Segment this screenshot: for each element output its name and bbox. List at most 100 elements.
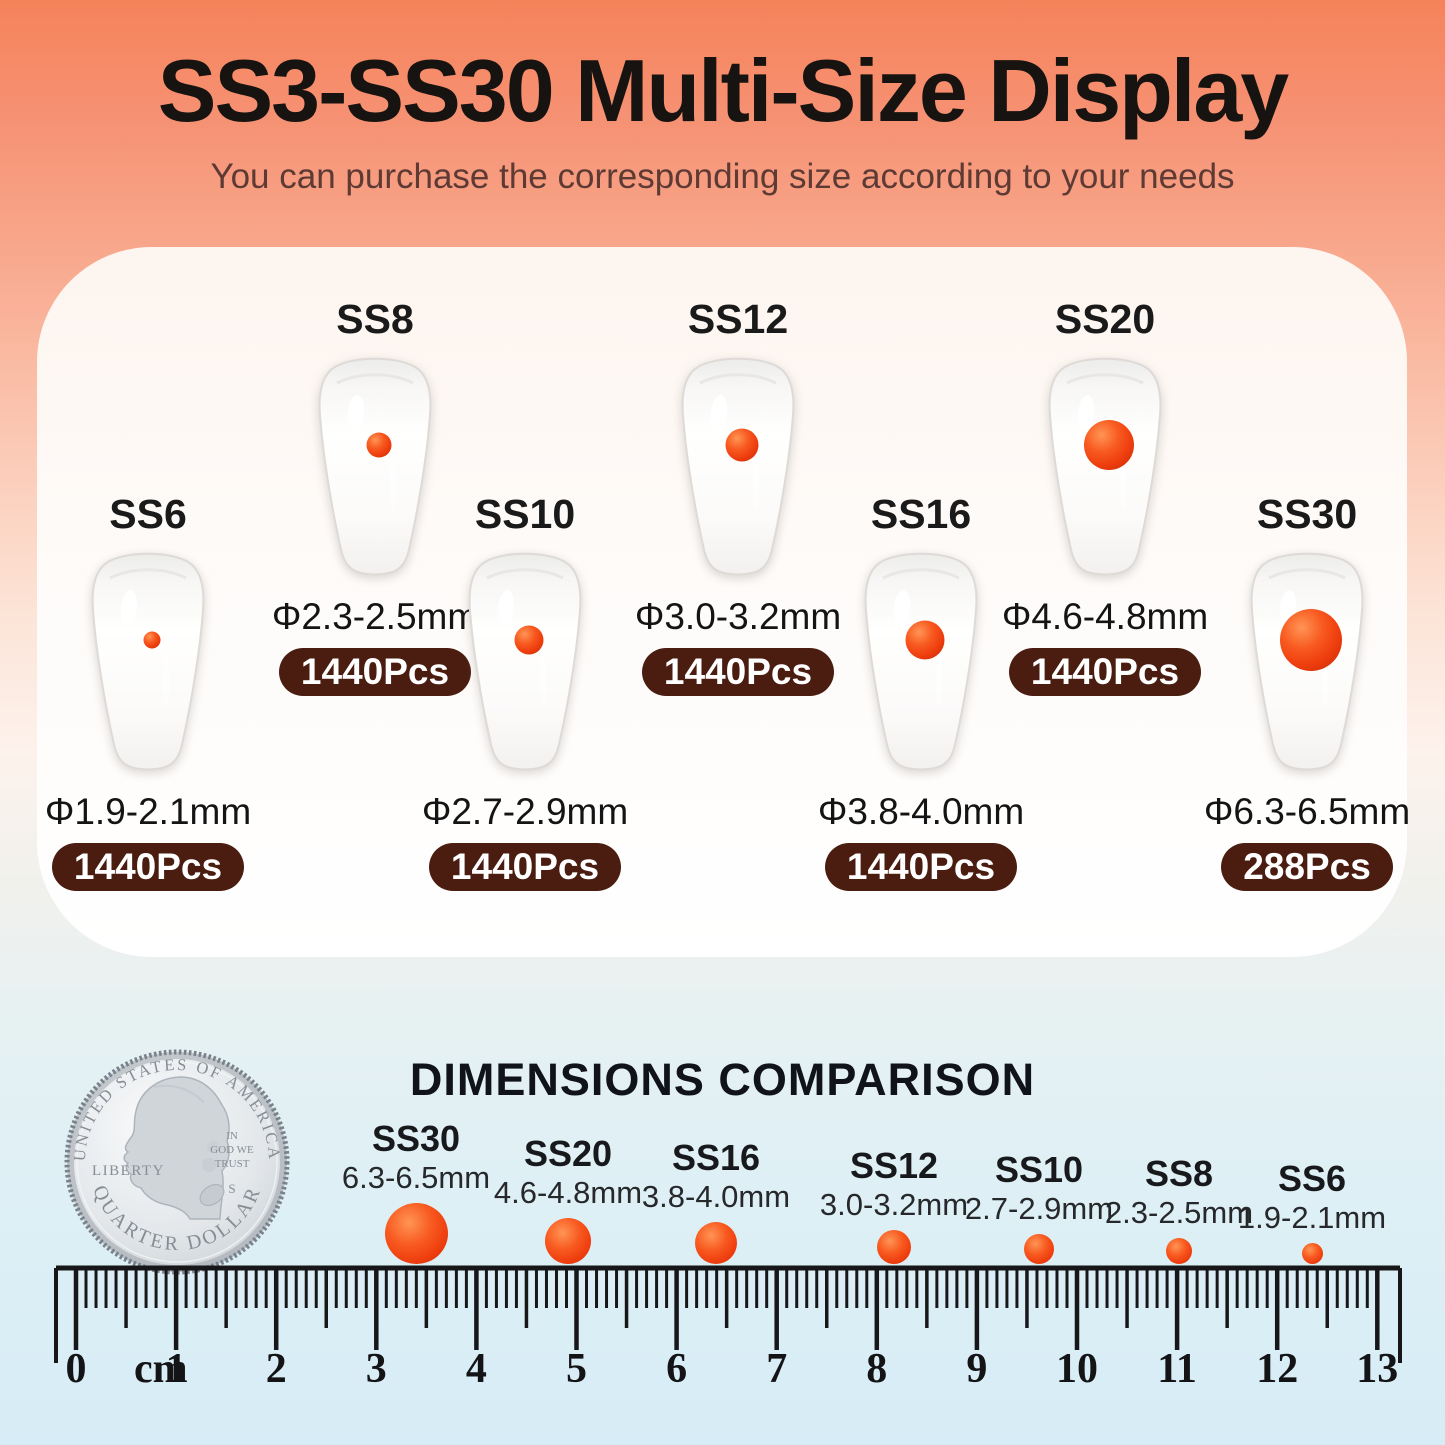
nail-diameter-label: Φ1.9-2.1mm (44, 791, 252, 832)
nail-size-label: SS16 (870, 491, 972, 537)
size-dot-label: SS30 (371, 1118, 461, 1159)
size-dot-ss20: SS20 4.6-4.8mm (483, 1118, 653, 1264)
quarter-coin-image: UNITED STATES OF AMERICA QUARTER DOLLAR … (64, 1049, 290, 1275)
nail-size-label: SS12 (687, 296, 789, 342)
size-dot-ss10: SS10 2.7-2.9mm (954, 1118, 1124, 1264)
page-subtitle: You can purchase the corresponding size … (210, 157, 1235, 196)
ruler-number: 0 (66, 1346, 87, 1392)
size-dot (1301, 1243, 1323, 1264)
ruler-number: 4 (466, 1346, 487, 1392)
pieces-badge: 1440Pcs (278, 648, 472, 696)
pieces-badge: 1440Pcs (641, 648, 835, 696)
pieces-badge: 288Pcs (1221, 843, 1393, 891)
size-dot-label: SS16 (671, 1137, 761, 1178)
nail-tip-image (681, 357, 795, 576)
size-dot (384, 1203, 448, 1264)
ruler-number: 3 (366, 1346, 387, 1392)
nail-tip-image (864, 552, 978, 771)
nail-size-label: SS20 (1054, 296, 1156, 342)
nail-tip-image (1250, 552, 1364, 771)
size-dot-ss6: SS6 1.9-2.1mm (1227, 1118, 1397, 1264)
nail-diameter-label: Φ4.6-4.8mm (1001, 596, 1209, 637)
nail-size-label: SS6 (109, 491, 187, 537)
ruler-number: 8 (866, 1346, 887, 1392)
ruler-number: 10 (1056, 1346, 1098, 1392)
pieces-badge: 1440Pcs (1008, 648, 1202, 696)
rhinestone-dot (1084, 420, 1134, 470)
coin-motto-line: GOD WE (210, 1144, 254, 1156)
pieces-badge: 1440Pcs (824, 843, 1018, 891)
rhinestone-dot (1280, 609, 1342, 671)
size-dot (545, 1218, 591, 1264)
size-dot-range: 6.3-6.5mm (341, 1160, 491, 1195)
size-dot-ss8: SS8 2.3-2.5mm (1094, 1118, 1264, 1264)
ruler-number: 6 (666, 1346, 687, 1392)
size-dot (1166, 1238, 1192, 1264)
page-title: SS3-SS30 Multi-Size Display (157, 41, 1290, 140)
size-dot (1024, 1234, 1054, 1264)
coin-motto-line: IN (226, 1130, 238, 1142)
rhinestone-dot (143, 631, 161, 649)
ruler-number: 12 (1256, 1346, 1298, 1392)
nail-diameter-label: Φ3.0-3.2mm (634, 596, 842, 637)
ruler-number: 11 (1157, 1346, 1197, 1392)
size-dot-label: SS6 (1277, 1158, 1347, 1199)
nail-diameter-label: Φ3.8-4.0mm (817, 791, 1025, 832)
coin-motto-line: TRUST (215, 1158, 250, 1170)
size-dot-ss16: SS16 3.8-4.0mm (631, 1118, 801, 1264)
size-dot-label: SS20 (523, 1133, 613, 1174)
ruler-number: 1 (166, 1346, 187, 1392)
nail-tip-image (318, 357, 432, 576)
ruler-number: 13 (1356, 1346, 1398, 1392)
nail-item-ss16: SS16 Φ3.8-4.0mm 1440Pcs (791, 490, 1051, 891)
nail-item-ss6: SS6 Φ1.9-2.1mm 1440Pcs (18, 490, 278, 891)
size-dot-range: 3.0-3.2mm (819, 1187, 969, 1222)
pieces-badge: 1440Pcs (428, 843, 622, 891)
nail-highlight (120, 590, 138, 626)
size-dot-label: SS12 (849, 1145, 939, 1186)
comparison-heading: DIMENSIONS COMPARISON (409, 1054, 1036, 1105)
washington-profile (123, 1076, 230, 1220)
size-dot-ss30: SS30 6.3-6.5mm (331, 1118, 501, 1264)
ruler-number: 2 (266, 1346, 287, 1392)
rhinestone-dot (725, 428, 759, 462)
nail-diameter-label: Φ2.3-2.5mm (271, 596, 479, 637)
size-dot (877, 1230, 911, 1264)
nail-item-ss8: SS8 Φ2.3-2.5mm 1440Pcs (245, 295, 505, 696)
size-dot-ss12: SS12 3.0-3.2mm (809, 1118, 979, 1264)
ruler-number: 9 (966, 1346, 987, 1392)
rhinestone-dot (514, 625, 544, 655)
size-dot-label: SS8 (1144, 1153, 1214, 1194)
nail-diameter-label: Φ2.7-2.9mm (421, 791, 629, 832)
rhinestone-dot (905, 620, 945, 660)
rhinestone-dot (366, 432, 392, 458)
pieces-badge: 1440Pcs (51, 843, 245, 891)
coin-mint-mark: S (228, 1181, 235, 1196)
size-dot-label: SS10 (994, 1149, 1084, 1190)
nail-diameter-label: Φ6.3-6.5mm (1203, 791, 1411, 832)
size-dot (695, 1222, 737, 1264)
nail-item-ss10: SS10 Φ2.7-2.9mm 1440Pcs (395, 490, 655, 891)
nail-highlight (893, 590, 911, 626)
ruler-number: 5 (566, 1346, 587, 1392)
nail-tip-image (468, 552, 582, 771)
ruler-unit-label: cm (134, 1346, 188, 1392)
coin-reeding (64, 1049, 290, 1275)
ruler-number: 7 (766, 1346, 787, 1392)
nail-size-label: SS10 (474, 491, 576, 537)
size-dot-range: 3.8-4.0mm (641, 1179, 791, 1214)
size-dot-range: 2.3-2.5mm (1104, 1195, 1254, 1230)
nail-size-label: SS30 (1256, 491, 1358, 537)
nail-tip-image (1048, 357, 1162, 576)
nail-item-ss12: SS12 Φ3.0-3.2mm 1440Pcs (608, 295, 868, 696)
nail-size-label: SS8 (336, 296, 414, 342)
size-dot-range: 4.6-4.8mm (493, 1175, 643, 1210)
nail-highlight (710, 395, 728, 431)
nail-tip-image (91, 552, 205, 771)
size-dot-range: 1.9-2.1mm (1237, 1200, 1387, 1235)
nail-item-ss30: SS30 Φ6.3-6.5mm 288Pcs (1177, 490, 1437, 891)
size-dot-range: 2.7-2.9mm (964, 1191, 1114, 1226)
nail-highlight (497, 590, 515, 626)
